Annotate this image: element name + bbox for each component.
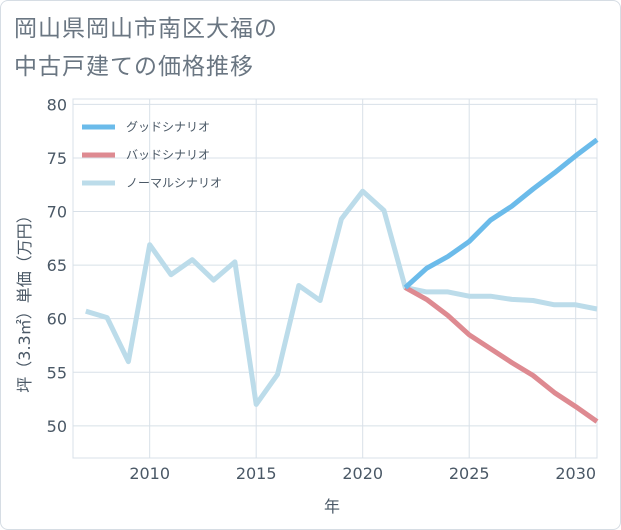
series-lines — [85, 137, 599, 424]
series-line-normal — [85, 188, 598, 407]
x-tick-label-2010: 2010 — [129, 464, 170, 483]
y-tick-labels: 50 55 60 65 70 75 80 — [47, 95, 67, 435]
title-line-2: 中古戸建ての価格推移 — [14, 54, 254, 80]
y-tick-label-60: 60 — [47, 310, 67, 329]
y-tick-label-65: 65 — [47, 256, 67, 275]
y-tick-label-50: 50 — [47, 417, 67, 436]
grid-lines — [73, 99, 597, 458]
y-tick-label-55: 55 — [47, 363, 67, 382]
title-line-1: 岡山県岡山市南区大福の — [14, 16, 278, 42]
plot-area-frame — [72, 98, 598, 459]
x-axis-label: 年 — [324, 497, 340, 516]
y-tick-label-75: 75 — [47, 149, 67, 168]
legend-label-normal: ノーマルシナリオ — [126, 176, 222, 190]
y-tick-label-80: 80 — [47, 95, 67, 114]
legend-label-bad: バッドシナリオ — [126, 148, 210, 162]
y-tick-label-70: 70 — [47, 203, 67, 222]
x-tick-label-2025: 2025 — [449, 464, 490, 483]
series-line-bad — [404, 285, 599, 424]
legend-label-good: グッドシナリオ — [126, 120, 210, 134]
series-line-good — [403, 137, 599, 290]
page-title: 岡山県岡山市南区大福の 中古戸建ての価格推移 — [14, 10, 434, 86]
x-tick-label-2030: 2030 — [555, 464, 596, 483]
y-axis-label: 坪（3.3㎡）単価（万円） — [15, 207, 34, 392]
x-tick-labels: 2010 2015 2020 2025 2030 — [129, 464, 596, 483]
x-tick-label-2020: 2020 — [342, 464, 383, 483]
x-tick-label-2015: 2015 — [236, 464, 277, 483]
